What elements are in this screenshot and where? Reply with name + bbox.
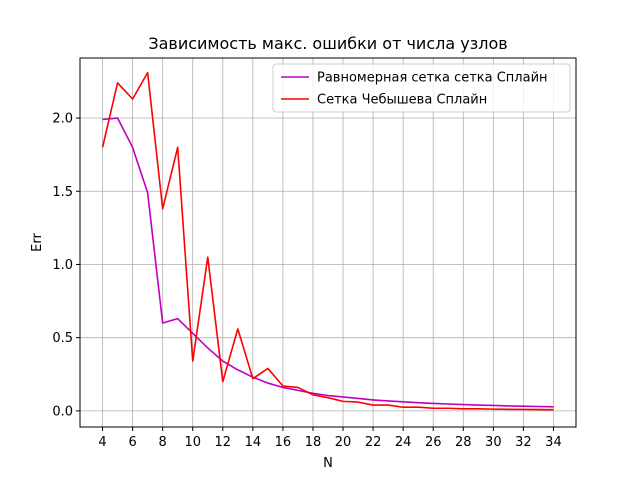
legend-label-2: Сетка Чебышева Сплайн [317,93,487,108]
x-tick-label: 20 [335,435,352,450]
x-tick-label: 22 [365,435,382,450]
legend: Равномерная сетка сетка Сплайн Сетка Чебы… [272,63,571,113]
series-line-1 [102,117,554,408]
y-tick-label: 0.5 [52,331,73,346]
plot-frame [79,57,577,428]
y-tick-label: 0.0 [52,404,73,419]
x-tick-label: 18 [305,435,322,450]
chart-title: Зависимость макс. ошибки от числа узлов [148,34,507,53]
x-tick-label: 6 [128,435,136,450]
x-tick-label: 4 [98,435,106,450]
grid-lines [80,58,576,427]
series-line-2 [101,71,554,411]
x-tick-label: 28 [455,435,472,450]
legend-box [272,63,571,113]
x-tick-label: 12 [215,435,232,450]
x-axis-label: N [323,456,333,471]
x-tick-label: 34 [545,435,562,450]
x-tick-label: 26 [425,435,442,450]
x-tick-label: 24 [395,435,412,450]
axis-ticks: 4 6 8 10 12 14 16 18 20 22 24 26 28 30 32 34 0.0 0.5 1.0 1.… [52,112,561,450]
legend-label-1: Равномерная сетка сетка Сплайн [317,71,548,86]
y-tick-label: 1.0 [52,258,73,273]
y-tick-label: 1.5 [52,185,73,200]
x-tick-label: 30 [485,435,502,450]
x-tick-label: 32 [515,435,532,450]
y-axis-label: Err [30,233,45,252]
x-tick-label: 16 [275,435,292,450]
x-tick-label: 14 [245,435,262,450]
x-tick-label: 10 [184,435,201,450]
x-tick-label: 8 [159,435,167,450]
series-layer [101,71,554,411]
y-tick-label: 2.0 [52,112,73,127]
